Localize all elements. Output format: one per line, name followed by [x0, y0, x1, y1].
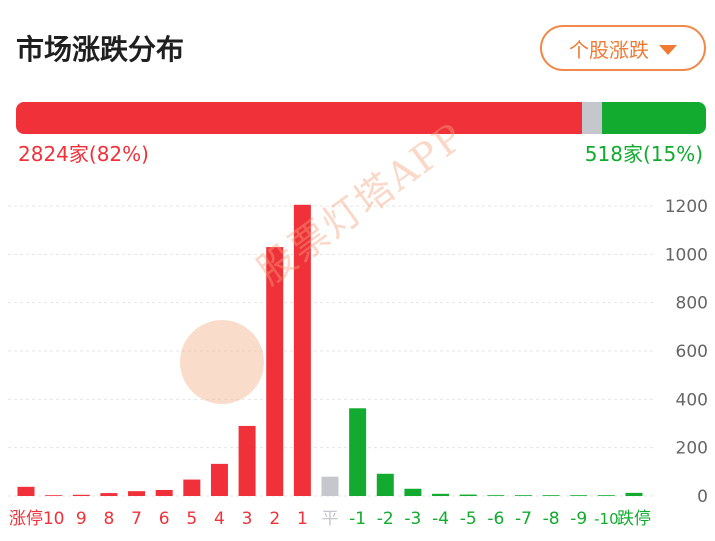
y-tick-label: 0: [697, 487, 708, 507]
x-tick-label: 2: [269, 509, 280, 529]
y-tick-label: 400: [676, 390, 708, 410]
x-tick-label: -4: [432, 509, 449, 529]
bar-14: [376, 473, 394, 496]
bar-18: [487, 495, 505, 496]
down-count-label: 518家(15%): [584, 142, 703, 166]
x-tick-label: -6: [487, 509, 504, 529]
chevron-down-icon: [659, 44, 677, 55]
market-ratio-bar: [16, 102, 706, 134]
bar-7: [183, 479, 201, 496]
bar-22: [597, 495, 615, 496]
x-tick-label: 4: [214, 509, 225, 529]
bar-3: [72, 494, 90, 496]
bar-5: [128, 491, 146, 496]
ratio-flat-segment: [581, 102, 603, 134]
bar-23: [625, 492, 643, 496]
x-tick-label: 平: [322, 509, 339, 529]
x-tick-label: -9: [570, 509, 587, 529]
x-tick-label: 5: [186, 509, 197, 529]
bar-15: [404, 488, 422, 496]
x-tick-label: -1: [349, 509, 366, 529]
x-tick-label: 跌停: [617, 509, 651, 529]
ratio-up-segment: [16, 102, 582, 134]
bar-2: [45, 495, 63, 496]
x-tick-label: 涨停: [9, 509, 43, 529]
x-tick-label: 6: [159, 509, 170, 529]
bar-16: [432, 493, 450, 496]
x-tick-label: 9: [76, 509, 87, 529]
x-tick-label: -5: [460, 509, 477, 529]
y-tick-label: 1000: [665, 245, 708, 265]
bar-21: [570, 495, 588, 496]
bar-9: [238, 425, 256, 496]
x-tick-label: -8: [543, 509, 560, 529]
dropdown-label: 个股涨跌: [569, 37, 649, 62]
bar-8: [210, 463, 228, 496]
bar-13: [349, 408, 367, 496]
y-tick-label: 600: [676, 342, 708, 362]
bar-17: [459, 494, 477, 496]
bar-11: [293, 204, 311, 496]
x-tick-label: -7: [515, 509, 532, 529]
ratio-down-segment: [602, 102, 706, 134]
bar-6: [155, 489, 173, 496]
x-tick-label: -2: [377, 509, 394, 529]
x-tick-label: 1: [297, 509, 308, 529]
bar-4: [100, 493, 118, 496]
x-tick-label: -10: [594, 510, 619, 528]
up-count-label: 2824家(82%): [18, 142, 149, 166]
y-tick-label: 800: [676, 294, 708, 314]
stock-type-dropdown[interactable]: 个股涨跌: [540, 25, 706, 71]
page-title: 市场涨跌分布: [16, 33, 185, 66]
y-tick-label: 200: [676, 439, 708, 459]
x-tick-label: -3: [404, 509, 421, 529]
y-tick-label: 1200: [665, 197, 708, 217]
x-tick-label: 10: [43, 509, 65, 529]
x-tick-label: 8: [103, 509, 114, 529]
bar-20: [542, 495, 560, 496]
bar-12: [321, 476, 339, 496]
x-tick-label: 7: [131, 509, 142, 529]
bar-1: [17, 486, 35, 496]
bar-19: [514, 495, 532, 496]
x-tick-label: 3: [242, 509, 253, 529]
bar-10: [266, 247, 284, 496]
